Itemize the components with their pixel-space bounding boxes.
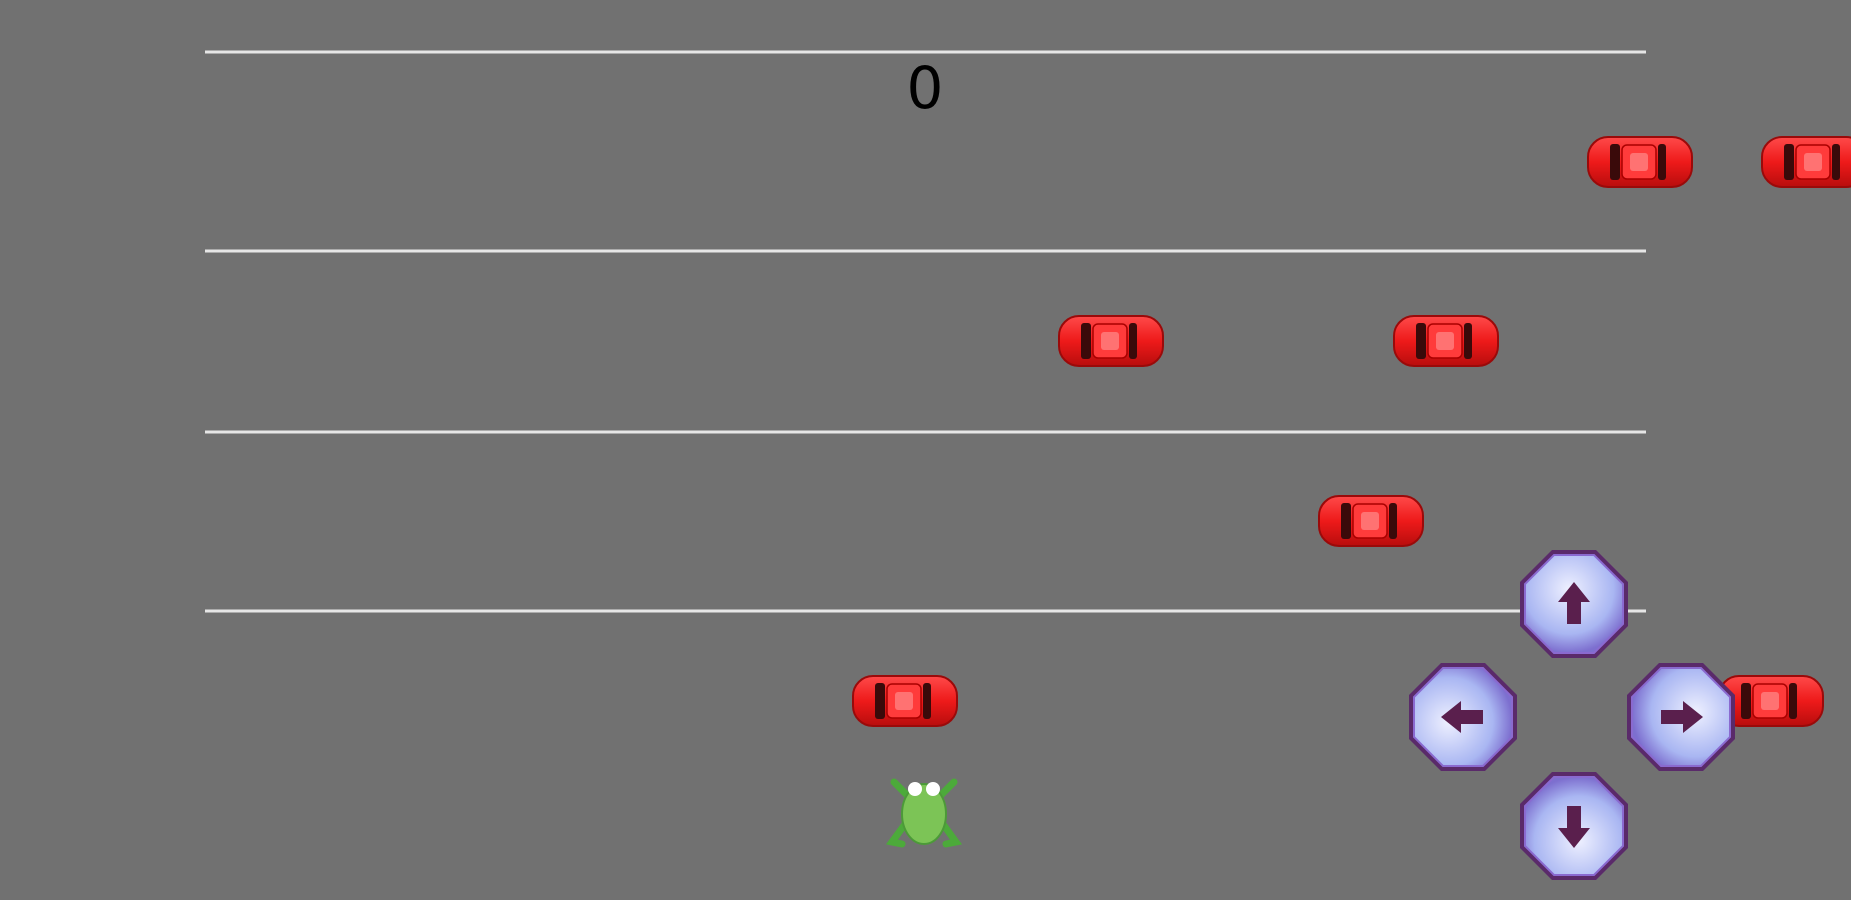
frog (885, 778, 963, 848)
score: 0 (907, 54, 944, 122)
car (1587, 136, 1693, 188)
car (1761, 136, 1851, 188)
car (852, 675, 958, 727)
car (1058, 315, 1164, 367)
car (1318, 495, 1424, 547)
down-button[interactable] (1519, 771, 1629, 881)
right-button[interactable] (1626, 662, 1736, 772)
car (1393, 315, 1499, 367)
left-button[interactable] (1408, 662, 1518, 772)
up-button[interactable] (1519, 549, 1629, 659)
